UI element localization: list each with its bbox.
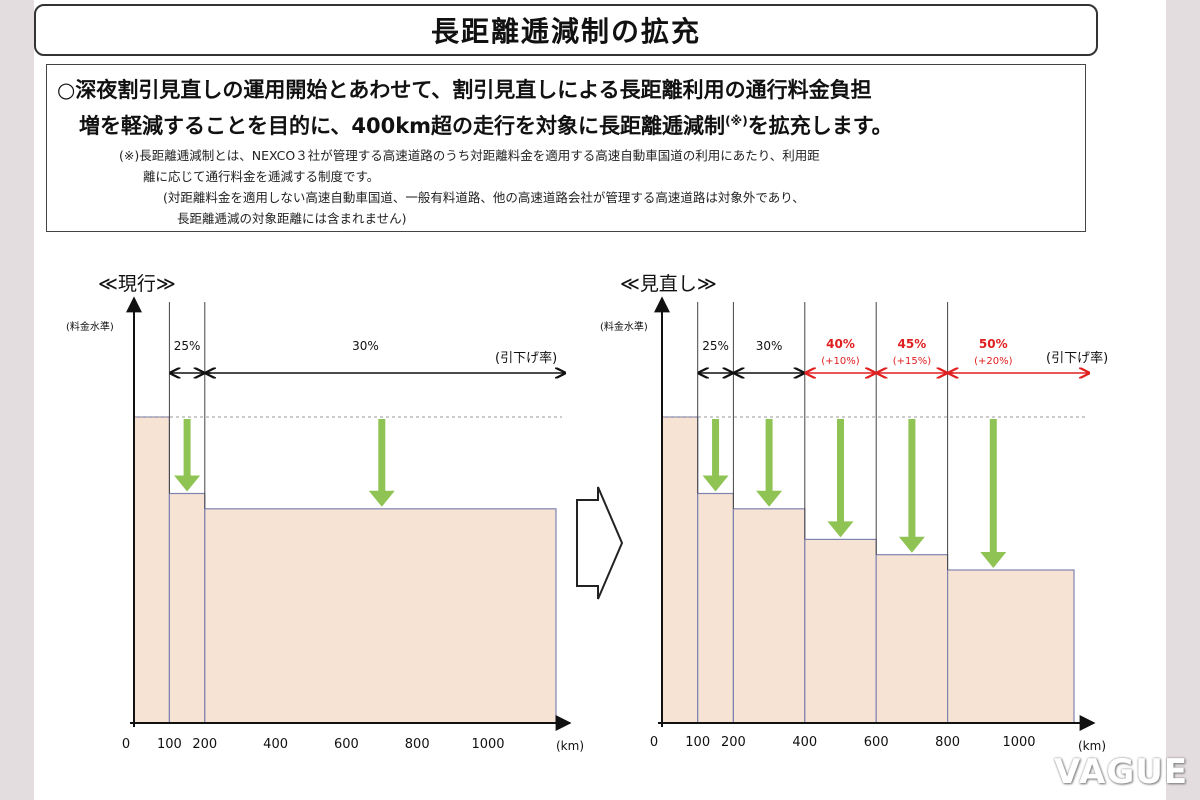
lead-line-2-a: 増を軽減することを目的に、400km超の走行を対象に長距離逓減制 — [79, 114, 726, 138]
x-tick-label: 400 — [792, 735, 817, 750]
rate-increase-label: (+20%) — [974, 356, 1013, 367]
chart-revised: ≪見直し≫ (料金水準) (km) (引下げ率) 25% 30% 40% (+10%)… — [600, 273, 1108, 753]
reduction-arrow-icon — [174, 419, 201, 492]
bar-segment — [204, 508, 557, 724]
x-tick-label: 100 — [157, 737, 182, 752]
description-box: ○深夜割引見直しの運用開始とあわせて、割引見直しによる長距離利用の通行料金負担 … — [46, 64, 1086, 232]
chart-current-title: ≪現行≫ — [98, 273, 176, 295]
chart-revised-xlabel: (km) — [1078, 739, 1106, 753]
reduction-arrow-icon — [980, 419, 1007, 568]
reduction-arrow-icon — [756, 419, 783, 507]
lead-line-2: 増を軽減することを目的に、400km超の走行を対象に長距離逓減制(※)を拡充しま… — [57, 106, 1077, 142]
x-tick-label: 1000 — [1002, 735, 1035, 750]
bar-segment — [133, 416, 171, 724]
rate-label: 25% — [702, 339, 729, 353]
rate-increase-label: (+15%) — [893, 356, 932, 367]
x-tick-label: 200 — [721, 735, 746, 750]
watermark-logo: VAGUE — [1054, 752, 1189, 792]
chart-current-xlabel: (km) — [556, 739, 584, 753]
rate-label: 30% — [756, 339, 783, 353]
note-line-4: 長距離逓減の対象距離には含まれません) — [177, 211, 407, 226]
bar-segment — [697, 492, 735, 724]
bar-segment — [661, 416, 699, 724]
x-tick-label: 400 — [263, 737, 288, 752]
rate-label: 45% — [898, 337, 927, 351]
lead-line-1: 深夜割引見直しの運用開始とあわせて、割引見直しによる長距離利用の通行料金負担 — [75, 78, 872, 102]
x-tick-label: 600 — [334, 737, 359, 752]
title-box: 長距離逓減制の拡充 — [34, 4, 1098, 56]
bar-segment — [732, 508, 806, 724]
chart-current-ylabel: (料金水準) — [66, 320, 114, 333]
reduction-arrow-icon — [827, 419, 854, 538]
chart-current: ≪現行≫ (料金水準) (km) (引下げ率) 25% 30% 0 100 200 400… — [66, 273, 584, 753]
bar-segment — [946, 569, 1075, 724]
chart-revised-ylabel: (料金水準) — [600, 320, 648, 333]
chart-revised-title: ≪見直し≫ — [620, 273, 717, 295]
x-tick-label: 600 — [864, 735, 889, 750]
reduction-arrow-icon — [898, 419, 925, 553]
rate-label: 50% — [979, 337, 1008, 351]
bar-segment — [168, 492, 206, 724]
lead-text: ○深夜割引見直しの運用開始とあわせて、割引見直しによる長距離利用の通行料金負担 … — [57, 75, 1077, 142]
rate-label: 40% — [826, 337, 855, 351]
x-tick-label: 0 — [650, 735, 658, 750]
page-title: 長距離逓減制の拡充 — [430, 15, 701, 48]
note-line-2: 離に応じて通行料金を逓減する制度です。 — [143, 169, 380, 184]
reduction-arrow-icon — [702, 419, 729, 492]
lead-line-2-b: を拡充します。 — [747, 114, 893, 138]
rate-label: 25% — [174, 339, 201, 353]
rate-increase-label: (+10%) — [821, 356, 860, 367]
x-tick-label: 800 — [935, 735, 960, 750]
transition-arrow-icon — [576, 486, 624, 600]
chart-current-legend-label: (引下げ率) — [495, 350, 557, 366]
x-tick-label: 1000 — [471, 737, 504, 752]
x-tick-label: 0 — [122, 737, 130, 752]
x-tick-label: 800 — [405, 737, 430, 752]
bar-segment — [875, 554, 949, 724]
rate-label: 30% — [352, 339, 379, 353]
bullet-mark: ○ — [57, 78, 76, 102]
reduction-arrow-icon — [368, 419, 395, 507]
x-tick-label: 200 — [192, 737, 217, 752]
note-line-3: (対距離料金を適用しない高速自動車国道、一般有料道路、他の高速道路会社が管理する… — [163, 190, 805, 205]
bar-segment — [804, 538, 877, 724]
lead-footnote-mark: (※) — [725, 114, 748, 128]
chart-revised-legend-label: (引下げ率) — [1046, 350, 1108, 366]
x-tick-label: 100 — [685, 735, 710, 750]
note-line-1: (※)長距離逓減制とは、NEXCO３社が管理する高速道路のうち対距離料金を適用す… — [119, 148, 820, 163]
